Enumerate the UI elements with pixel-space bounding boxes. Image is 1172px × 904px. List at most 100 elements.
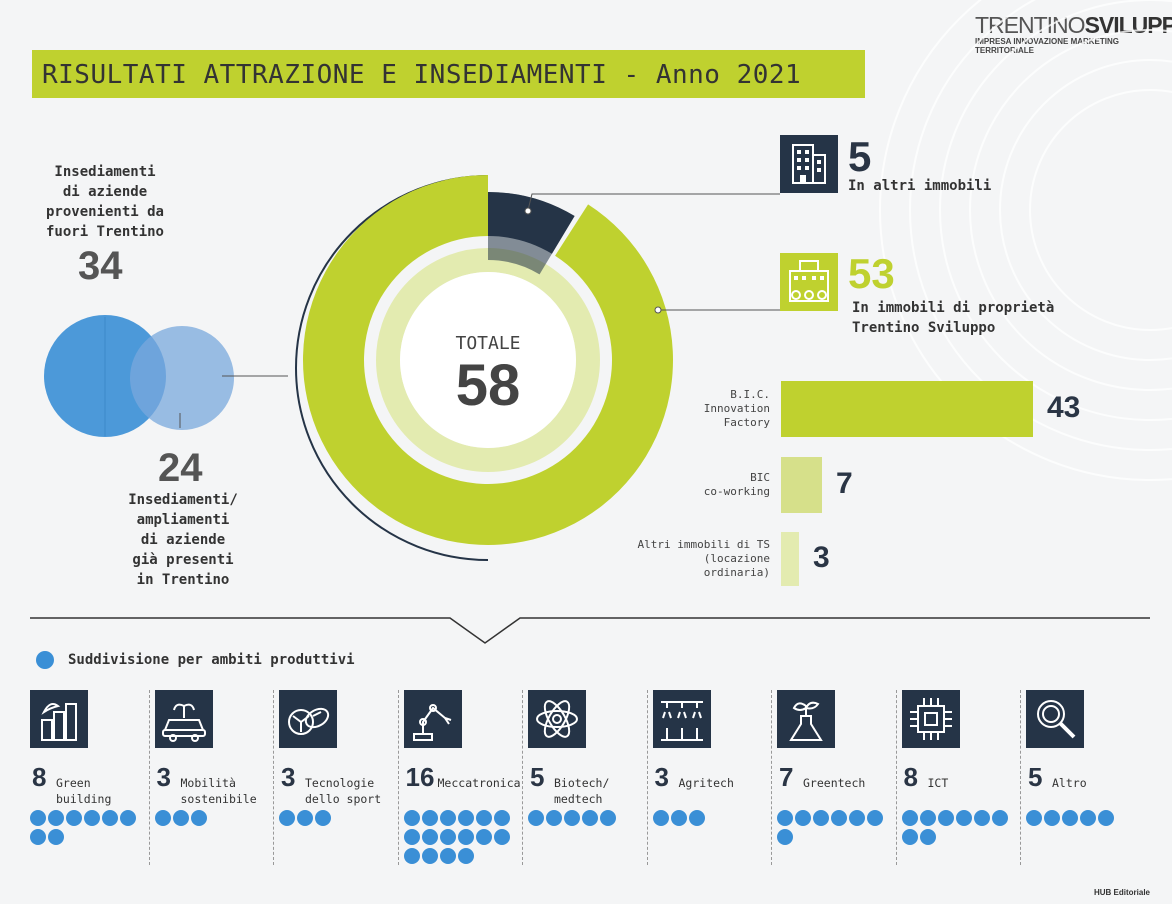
category-dot xyxy=(297,810,313,826)
total-value: 58 xyxy=(455,353,521,418)
bar-rect xyxy=(781,532,799,586)
leader-other-dot xyxy=(524,207,532,215)
category-label: Mobilità sostenibile xyxy=(180,776,257,806)
car-icon xyxy=(154,690,213,748)
category-dot xyxy=(279,810,295,826)
category-dot xyxy=(1098,810,1114,826)
category-dot xyxy=(1026,810,1042,826)
page-title: RISULTATI ATTRAZIONE E INSEDIAMENTI - An… xyxy=(42,60,802,90)
category-dot xyxy=(937,810,954,826)
category-dot xyxy=(48,829,64,845)
category-dot xyxy=(831,810,847,826)
category-dot xyxy=(172,810,189,826)
category-dot xyxy=(439,848,456,864)
bar-rect xyxy=(781,381,1033,437)
donut-center xyxy=(400,272,576,448)
category-dot xyxy=(421,810,438,826)
bar-rect xyxy=(781,457,823,513)
category-label: Biotech/ medtech xyxy=(554,776,610,806)
category-dots xyxy=(1026,810,1148,829)
category-dot xyxy=(546,810,562,826)
owned-buildings-value: 53 xyxy=(848,250,895,297)
category-dot xyxy=(849,810,865,826)
other-buildings-value: 5 xyxy=(848,133,872,180)
category-dot xyxy=(421,829,438,845)
category-label: ICT xyxy=(927,776,949,790)
leader-owned-dot xyxy=(654,306,662,314)
category-dot xyxy=(30,810,46,826)
category-dot xyxy=(1044,810,1060,826)
category-count: 16 xyxy=(405,762,435,792)
category-separator xyxy=(771,690,772,865)
bar-label: BIC co-working xyxy=(703,471,770,498)
category-dot xyxy=(421,848,438,864)
category-dot xyxy=(84,810,100,826)
category-dot xyxy=(813,810,829,826)
category-separator xyxy=(522,690,523,865)
background-swirl xyxy=(879,0,1172,481)
category-label: Greentech xyxy=(803,776,866,790)
campus-icon-box xyxy=(780,253,838,311)
category-dot xyxy=(670,810,687,826)
category-dot xyxy=(901,829,918,845)
category-dots xyxy=(154,810,277,829)
bar-label: Altri immobili di TS (locazione ordinari… xyxy=(637,538,770,579)
bar-value: 3 xyxy=(813,541,830,574)
category-dot xyxy=(600,810,616,826)
category-dot xyxy=(955,810,972,826)
bar-value: 43 xyxy=(1047,391,1081,424)
category-count: 3 xyxy=(156,762,171,792)
section-bullet xyxy=(36,651,54,669)
leader-other xyxy=(527,193,780,211)
category-separator xyxy=(646,690,648,865)
campus-icon xyxy=(789,260,829,302)
category-dot xyxy=(439,829,456,845)
category-dot xyxy=(475,829,492,845)
category-dot xyxy=(1062,810,1078,826)
category-dots xyxy=(652,810,775,829)
category-label: Green building xyxy=(56,776,112,806)
category-dot xyxy=(582,810,598,826)
category-count: 5 xyxy=(530,762,545,792)
category-dot xyxy=(457,829,474,845)
category-dot xyxy=(795,810,811,826)
footer-credit: HUB Editoriale xyxy=(1094,888,1151,897)
category-dots xyxy=(403,810,526,867)
total-label: TOTALE xyxy=(455,333,521,354)
bar-label: B.I.C. Innovation Factory xyxy=(703,388,770,429)
category-dot xyxy=(120,810,136,826)
category-dot xyxy=(564,810,580,826)
category-label: Altro xyxy=(1052,776,1087,790)
category-dot xyxy=(688,810,705,826)
donut-slice-other-buildings xyxy=(488,192,575,254)
category-separator xyxy=(397,690,399,865)
sports-balls-icon xyxy=(279,690,337,748)
outside-companies-value: 34 xyxy=(78,244,123,288)
other-buildings-label: In altri immobili xyxy=(848,178,992,194)
section-title: Suddivisione per ambiti produttivi xyxy=(68,652,355,668)
category-dot xyxy=(475,810,492,826)
category-dot xyxy=(403,810,420,826)
category-dot xyxy=(901,810,918,826)
category-dots xyxy=(528,810,650,829)
category-dot xyxy=(528,810,544,826)
category-dot xyxy=(30,829,46,845)
category-dot xyxy=(315,810,331,826)
category-dots xyxy=(30,810,152,848)
category-dot xyxy=(102,810,118,826)
category-count: 8 xyxy=(903,762,918,792)
category-dot xyxy=(190,810,207,826)
robot-arm-icon xyxy=(403,690,462,748)
flask-plant-icon xyxy=(777,690,835,748)
category-separator xyxy=(148,690,150,865)
category-separator xyxy=(1020,690,1021,865)
category-separator xyxy=(895,690,897,865)
category-dots xyxy=(777,810,899,848)
present-companies-label: Insediamenti/ ampliamenti di aziende già… xyxy=(128,492,238,588)
category-dot xyxy=(777,829,793,845)
donut-slice-owned-buildings xyxy=(303,175,673,545)
category-dot xyxy=(919,829,936,845)
green-building-icon xyxy=(30,690,88,748)
category-label: Tecnologie dello sport xyxy=(305,776,382,806)
category-dots xyxy=(279,810,401,829)
